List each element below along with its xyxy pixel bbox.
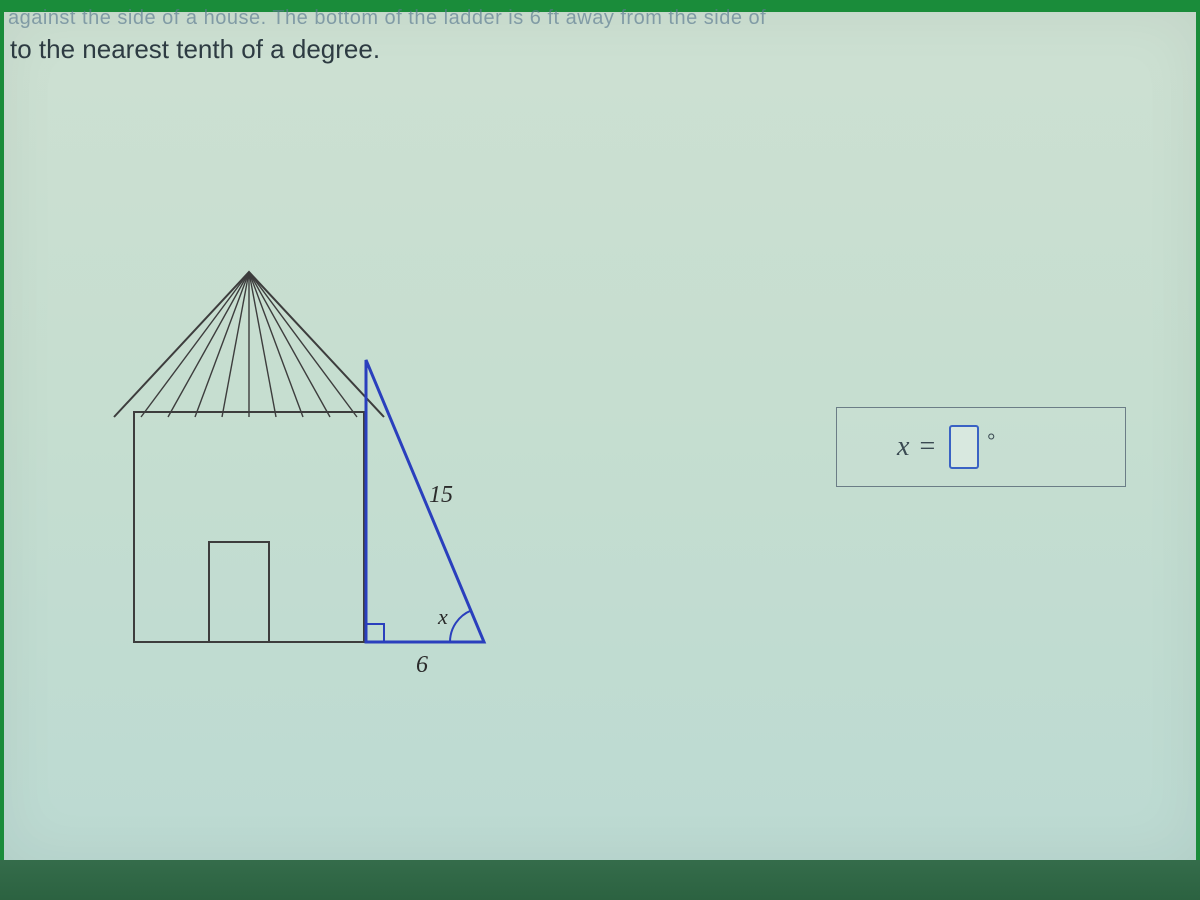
content-panel: against the side of a house. The bottom … bbox=[4, 12, 1196, 860]
instruction-text: to the nearest tenth of a degree. bbox=[10, 34, 380, 65]
window-frame: against the side of a house. The bottom … bbox=[0, 0, 1200, 900]
answer-var: x bbox=[897, 431, 909, 463]
diagram: 15x6 bbox=[94, 242, 514, 672]
bottom-bar bbox=[0, 860, 1200, 900]
cutoff-problem-text: against the side of a house. The bottom … bbox=[8, 8, 1192, 28]
svg-text:6: 6 bbox=[416, 652, 428, 678]
answer-box: x = ° bbox=[836, 407, 1126, 487]
answer-input[interactable] bbox=[949, 425, 979, 469]
svg-text:15: 15 bbox=[429, 482, 453, 508]
geometry-svg: 15 x6 bbox=[94, 242, 514, 692]
degree-symbol: ° bbox=[987, 430, 995, 453]
answer-equals: = bbox=[919, 431, 935, 463]
svg-text:x: x bbox=[437, 604, 448, 629]
